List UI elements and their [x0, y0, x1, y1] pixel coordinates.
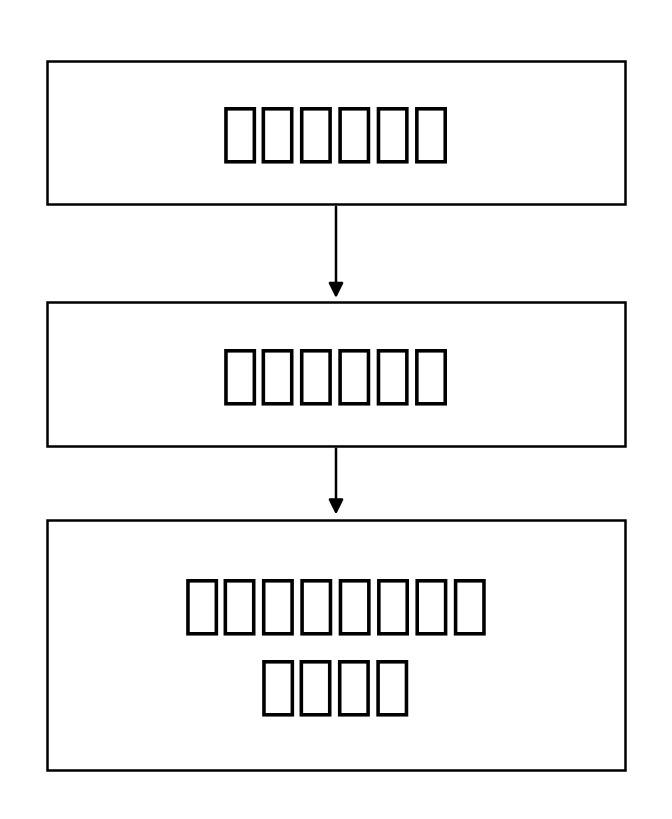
Bar [47, 303, 625, 446]
Text: 电感分断电弧维持
时间检测: 电感分断电弧维持 时间检测 [183, 573, 489, 717]
Bar [47, 61, 625, 205]
Text: 电压信号处理: 电压信号处理 [221, 344, 451, 405]
Bar [47, 520, 625, 770]
Text: 检测电路连接: 检测电路连接 [221, 102, 451, 164]
